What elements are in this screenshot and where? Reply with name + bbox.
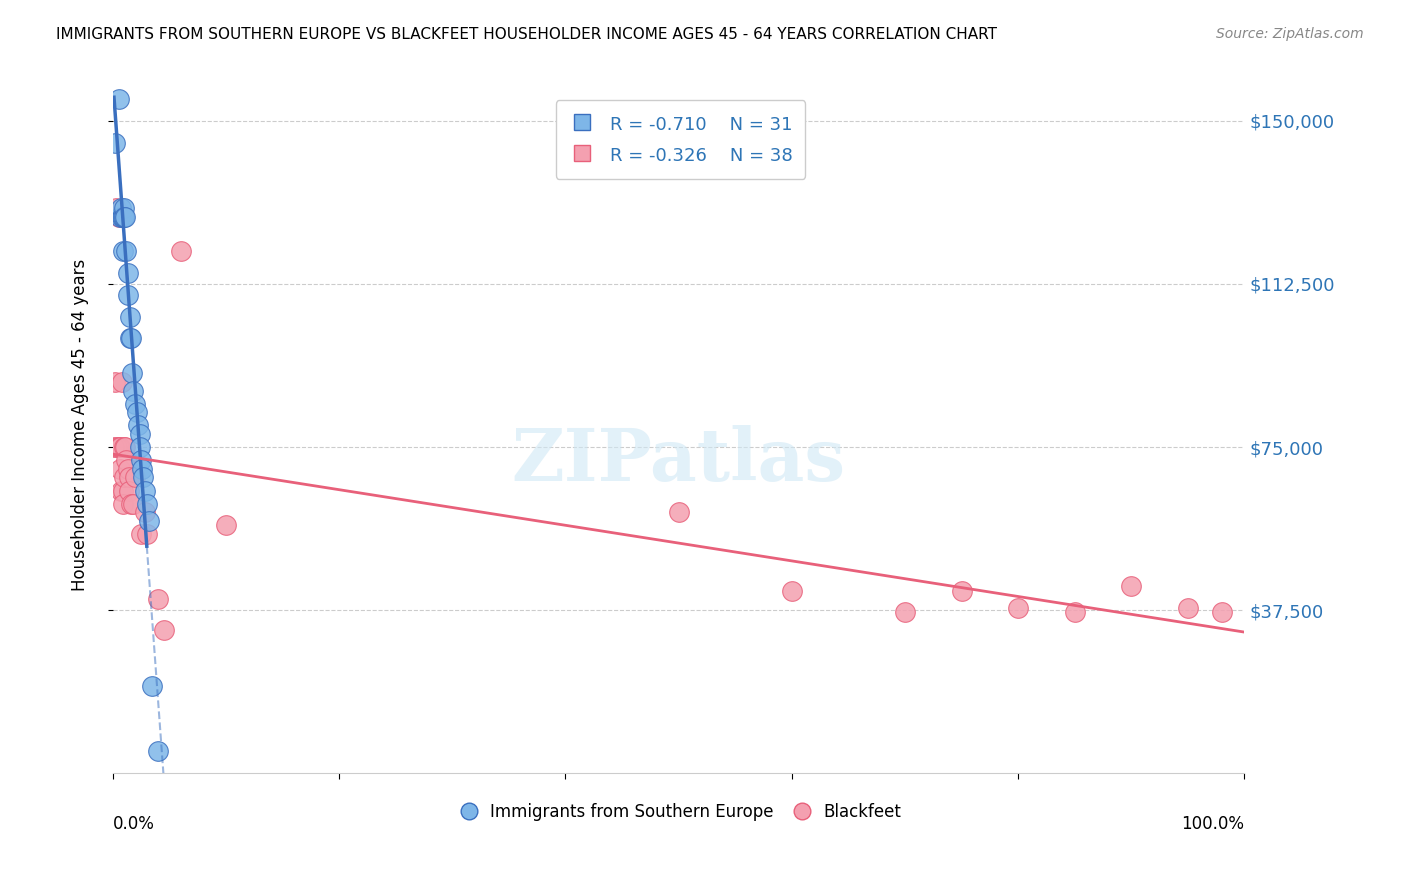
Point — [117, 266, 139, 280]
Point — [112, 201, 135, 215]
Point — [134, 483, 156, 498]
Point — [135, 527, 157, 541]
Point — [120, 497, 142, 511]
Point — [152, 623, 174, 637]
Point — [114, 210, 136, 224]
Point — [107, 440, 129, 454]
Point — [146, 592, 169, 607]
Point — [107, 210, 129, 224]
Point — [112, 497, 135, 511]
Point — [118, 470, 141, 484]
Point — [129, 427, 152, 442]
Point — [138, 514, 160, 528]
Point — [215, 518, 238, 533]
Point — [127, 418, 149, 433]
Point — [950, 583, 973, 598]
Point — [894, 605, 917, 619]
Point — [780, 583, 803, 598]
Point — [110, 201, 132, 215]
Point — [122, 497, 145, 511]
Text: IMMIGRANTS FROM SOUTHERN EUROPE VS BLACKFEET HOUSEHOLDER INCOME AGES 45 - 64 YEA: IMMIGRANTS FROM SOUTHERN EUROPE VS BLACK… — [56, 27, 997, 42]
Point — [125, 405, 148, 419]
Point — [1211, 605, 1233, 619]
Point — [134, 505, 156, 519]
Point — [114, 440, 136, 454]
Point — [105, 440, 128, 454]
Point — [129, 440, 152, 454]
Point — [115, 453, 138, 467]
Point — [122, 384, 145, 398]
Point — [124, 396, 146, 410]
Point — [120, 331, 142, 345]
Text: 100.0%: 100.0% — [1181, 815, 1244, 833]
Point — [170, 244, 193, 259]
Point — [108, 210, 131, 224]
Point — [1177, 601, 1199, 615]
Point — [108, 440, 131, 454]
Point — [1121, 579, 1143, 593]
Point — [668, 505, 690, 519]
Point — [118, 310, 141, 324]
Point — [132, 470, 155, 484]
Point — [135, 497, 157, 511]
Point — [118, 483, 141, 498]
Point — [104, 136, 127, 150]
Point — [111, 210, 134, 224]
Point — [141, 679, 163, 693]
Point — [117, 288, 139, 302]
Point — [104, 375, 127, 389]
Point — [108, 462, 131, 476]
Point — [111, 375, 134, 389]
Point — [129, 527, 152, 541]
Point — [115, 244, 138, 259]
Point — [105, 201, 128, 215]
Point — [1007, 601, 1029, 615]
Point — [112, 440, 135, 454]
Point — [117, 462, 139, 476]
Point — [129, 453, 152, 467]
Point — [112, 470, 135, 484]
Point — [118, 331, 141, 345]
Point — [121, 366, 143, 380]
Text: 0.0%: 0.0% — [112, 815, 155, 833]
Point — [1063, 605, 1085, 619]
Y-axis label: Householder Income Ages 45 - 64 years: Householder Income Ages 45 - 64 years — [72, 260, 89, 591]
Point — [107, 92, 129, 106]
Text: ZIPatlas: ZIPatlas — [512, 425, 845, 496]
Point — [131, 462, 153, 476]
Point — [112, 210, 135, 224]
Text: Source: ZipAtlas.com: Source: ZipAtlas.com — [1216, 27, 1364, 41]
Point — [124, 470, 146, 484]
Point — [146, 744, 169, 758]
Point — [112, 483, 135, 498]
Point — [110, 483, 132, 498]
Point — [112, 210, 135, 224]
Point — [112, 244, 135, 259]
Legend: Immigrants from Southern Europe, Blackfeet: Immigrants from Southern Europe, Blackfe… — [450, 797, 908, 828]
Point — [103, 440, 125, 454]
